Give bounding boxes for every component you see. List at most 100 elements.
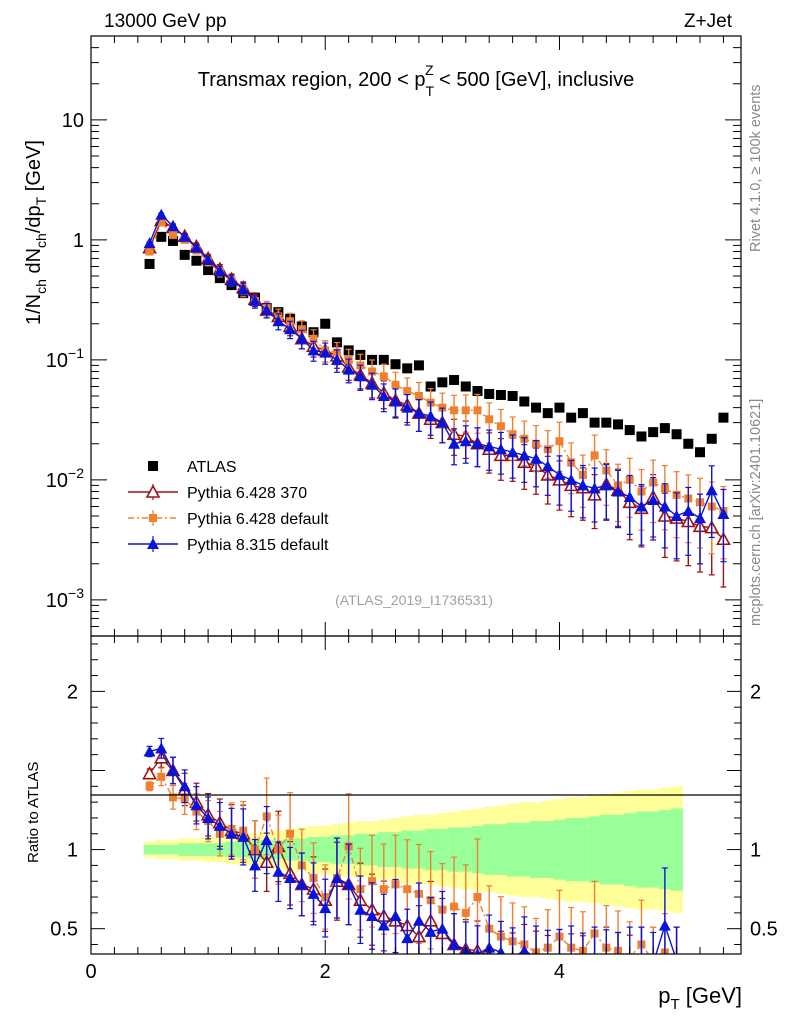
- band-green-bin: [448, 827, 461, 872]
- main-atlas-point: [636, 431, 647, 442]
- ratio-pythia8-default-point: [166, 764, 179, 776]
- main-pythia6-default-point: [508, 430, 517, 439]
- band-green-bin: [178, 843, 192, 856]
- ratio-pythia8-default-point: [474, 948, 481, 954]
- ratio-pythia6-370-point: [640, 952, 643, 954]
- main-pythia8-default-point: [389, 395, 402, 407]
- main-pythia6-default-point: [590, 451, 599, 460]
- main-atlas-point: [695, 447, 706, 458]
- main-pythia8-default-point: [647, 493, 660, 505]
- main-atlas-point: [320, 318, 331, 329]
- legend-marker-pythia6-default: [149, 514, 157, 522]
- ratio-y-tick-label-right: 2: [750, 681, 761, 703]
- ratio-pythia8-default-line: [149, 747, 676, 954]
- main-atlas-point: [167, 235, 178, 246]
- main-atlas-point: [156, 231, 167, 242]
- ratio-pythia8-default-point: [225, 827, 238, 839]
- ratio-pythia6-370-point: [542, 957, 554, 968]
- ratio-y-tick-label-left: 1: [67, 840, 78, 862]
- main-atlas-point: [191, 255, 202, 266]
- ratio-pythia8-default-point: [436, 922, 449, 934]
- main-atlas-point: [531, 402, 542, 413]
- ratio-pythia8-default-point: [190, 799, 203, 811]
- main-pythia8-default-point: [190, 241, 203, 253]
- ratio-pythia6-370-point: [612, 957, 624, 968]
- ratio-pythia6-370-point: [535, 952, 537, 954]
- ratio-pythia6-default-point: [157, 772, 166, 781]
- ratio-pythia6-370-point: [142, 765, 157, 780]
- ratio-pythia8-default-point: [519, 944, 530, 954]
- band-green-bin: [436, 829, 449, 871]
- main-atlas-point: [472, 386, 483, 397]
- ratio-y-tick-label-right: 0.5: [750, 919, 778, 941]
- main-pythia8-default-point: [155, 208, 168, 220]
- legend-marker-atlas: [148, 461, 158, 471]
- ratio-pythia8-default-point: [589, 954, 601, 965]
- ratio-y-tick-label-left: 0.5: [50, 919, 78, 941]
- band-green-bin: [143, 844, 156, 855]
- band-green-bin: [190, 843, 203, 856]
- main-pythia8-default-point: [424, 410, 437, 422]
- main-pythia8-default-point: [178, 230, 191, 242]
- x-axis-label: pT [GeV]: [658, 983, 742, 1013]
- main-atlas-point: [706, 433, 717, 444]
- ratio-pythia6-370-point: [624, 959, 636, 970]
- ratio-pythia8-default-point: [260, 834, 273, 846]
- main-pythia8-default-point: [694, 512, 707, 524]
- ratio-pythia6-default-point: [450, 902, 459, 911]
- main-pythia8-default-point: [436, 416, 449, 428]
- legend-marker-pythia6-370: [145, 484, 161, 498]
- legend-marker-pythia8-default: [147, 538, 159, 549]
- ratio-pythia8-default-point: [389, 910, 402, 922]
- ratio-pythia6-default-point: [168, 793, 177, 802]
- main-atlas-point: [484, 388, 495, 399]
- band-green-bin: [670, 808, 683, 891]
- band-green-bin: [167, 844, 180, 855]
- main-pythia8-default-point: [530, 452, 543, 464]
- main-atlas-point: [718, 412, 729, 423]
- main-y-tick-label: 10: [62, 110, 84, 132]
- ratio-pythia6-default-point: [379, 885, 388, 894]
- band-green-bin: [635, 811, 648, 888]
- main-atlas-point: [413, 360, 424, 371]
- ratio-y-axis-label: Ratio to ATLAS: [25, 762, 42, 863]
- ratio-pythia8-default-point: [178, 780, 191, 792]
- band-green-bin: [588, 816, 601, 883]
- main-pythia8-default-point: [541, 460, 554, 472]
- main-atlas-point: [542, 408, 553, 419]
- main-pythia6-default-point: [485, 415, 494, 424]
- band-green-bin: [424, 829, 437, 871]
- legend-label-pythia6-370: Pythia 6.428 370: [187, 485, 307, 502]
- main-y-tick-label: 1: [73, 230, 84, 252]
- main-pythia8-default-point: [366, 378, 379, 390]
- main-pythia8-default-point: [166, 220, 179, 232]
- ratio-pythia8-default-point: [202, 811, 215, 823]
- main-pythia8-default-point: [635, 500, 648, 512]
- main-plot-marks: [142, 208, 731, 588]
- ratio-pythia6-370-point: [589, 957, 601, 968]
- band-green-bin: [553, 819, 566, 880]
- ratio-pythia6-default-line: [149, 775, 669, 954]
- main-pythia8-default-point: [576, 479, 589, 491]
- ratio-pythia8-default-point: [635, 954, 647, 965]
- main-pythia8-default-point: [565, 473, 578, 485]
- header-left: 13000 GeV pp: [104, 11, 227, 32]
- ratio-pythia6-370-point: [565, 957, 577, 968]
- band-green-bin: [506, 822, 519, 877]
- ratio-pythia8-default-point: [496, 946, 506, 954]
- ratio-pythia8-default-point: [658, 919, 671, 931]
- main-atlas-point: [613, 419, 624, 430]
- main-pythia8-default-point: [448, 437, 461, 449]
- band-green-bin: [495, 824, 508, 875]
- ratio-pythia8-default-point: [366, 910, 379, 922]
- main-pythia6-default-point: [391, 380, 400, 389]
- main-atlas-point: [624, 425, 635, 436]
- ratio-pythia8-default-point: [295, 878, 308, 890]
- main-pythia6-default-point: [297, 325, 306, 334]
- ratio-pythia8-default-point: [248, 859, 261, 871]
- main-pythia8-default-point: [612, 485, 625, 497]
- main-pythia8-default-point: [295, 332, 308, 344]
- main-pythia8-default-point: [682, 505, 695, 517]
- main-pythia6-default-point: [555, 437, 564, 446]
- ratio-pythia8-default-point: [624, 954, 636, 965]
